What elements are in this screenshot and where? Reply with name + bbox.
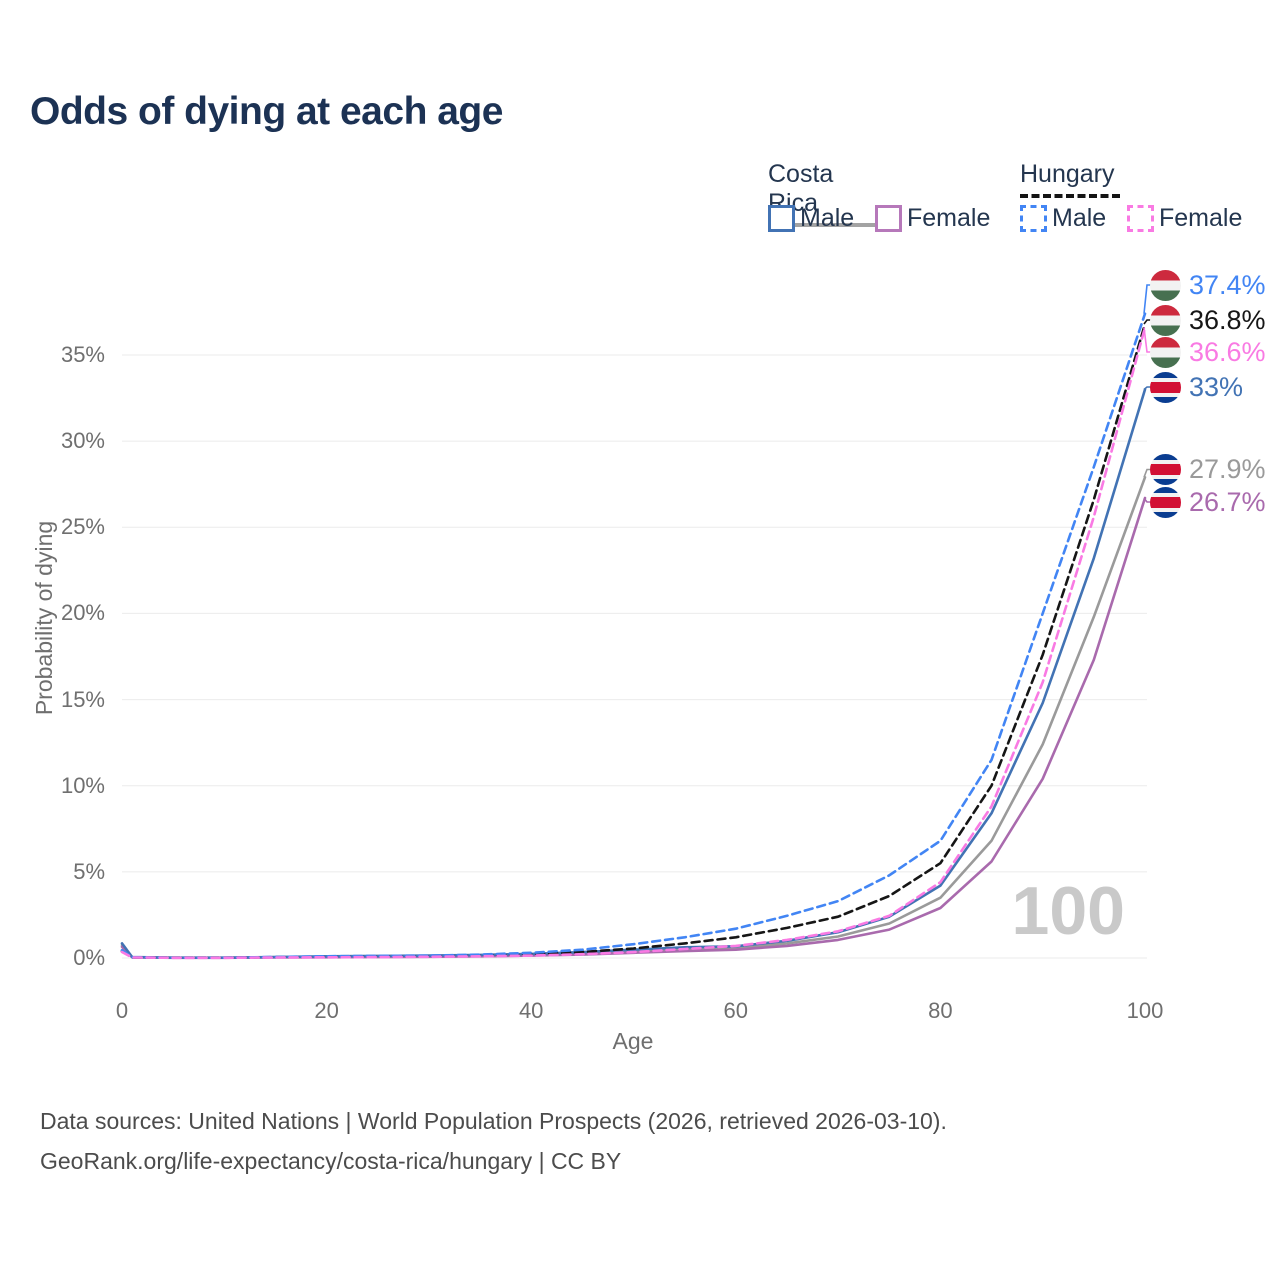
costa-rica-flag-icon: [1150, 486, 1181, 518]
attribution-text: GeoRank.org/life-expectancy/costa-rica/h…: [40, 1148, 622, 1174]
end-label-costa-rica-male: 33%: [1150, 371, 1243, 403]
x-tick-label: 80: [928, 998, 953, 1023]
end-label-value: 36.8%: [1189, 304, 1266, 335]
y-tick-label: 15%: [60, 686, 105, 712]
series-line-hungary-female: [120, 326, 1147, 960]
legend-item-hungary-male[interactable]: Male: [1020, 204, 1106, 233]
end-label-value: 33%: [1189, 371, 1244, 402]
legend-item-costa-rica-female[interactable]: Female: [875, 204, 990, 233]
x-tick-label: 0: [115, 998, 129, 1023]
hungary-flag-icon: [1150, 336, 1181, 368]
end-label-connector-costa-rica-both: [1143, 468, 1151, 478]
end-label-value: 26.7%: [1189, 486, 1266, 517]
hungary-flag-icon: [1150, 269, 1181, 301]
y-tick-label: 30%: [60, 428, 105, 454]
hungary-flag-icon: [1150, 304, 1181, 336]
legend-label-hungary-male: Male: [1052, 204, 1107, 232]
legend-group-costa-rica: Costa Rica: [768, 160, 890, 227]
end-label-hungary-female: 36.6%: [1150, 336, 1266, 368]
age-watermark: 100: [1011, 873, 1125, 949]
costa-rica-female-swatch-icon: [875, 205, 902, 232]
y-tick-label: 35%: [60, 342, 105, 367]
y-tick-label: 20%: [60, 600, 105, 626]
end-label-connector-costa-rica-male: [1143, 386, 1151, 391]
legend-item-costa-rica-male[interactable]: Male: [768, 204, 854, 233]
legend-item-hungary-female[interactable]: Female: [1127, 204, 1242, 233]
legend-label-hungary-female: Female: [1159, 204, 1243, 232]
end-label-value: 27.9%: [1189, 453, 1266, 484]
hungary-male-swatch-icon: [1020, 205, 1047, 232]
y-tick-label: 10%: [60, 772, 105, 798]
end-label-costa-rica-female: 26.7%: [1150, 486, 1266, 518]
hungary-female-swatch-icon: [1127, 205, 1154, 232]
x-axis-title: Age: [612, 1028, 654, 1054]
end-label-connector-hungary-male: [1143, 284, 1151, 314]
x-tick-label: 60: [723, 998, 749, 1023]
costa-rica-flag-icon: [1150, 453, 1181, 485]
x-tick-label: 20: [314, 998, 339, 1023]
legend-label-costa-rica-male: Male: [800, 204, 855, 232]
y-tick-label: 0%: [73, 945, 105, 970]
end-label-connector-hungary-female: [1143, 327, 1151, 353]
legend-label-costa-rica-female: Female: [907, 204, 991, 232]
data-sources-text: Data sources: United Nations | World Pop…: [40, 1108, 947, 1134]
end-label-hungary-both: 36.8%: [1150, 304, 1266, 336]
x-tick-label: 40: [518, 998, 544, 1023]
costa-rica-flag-icon: [1150, 371, 1181, 403]
y-tick-label: 5%: [73, 858, 105, 884]
end-label-value: 36.6%: [1189, 336, 1266, 367]
y-tick-label: 25%: [60, 514, 105, 540]
x-tick-label: 100: [1126, 998, 1164, 1023]
end-label-connector-costa-rica-female: [1143, 497, 1151, 503]
end-label-costa-rica-both: 27.9%: [1150, 453, 1266, 485]
page-title: Odds of dying at each age: [30, 90, 503, 133]
costa-rica-male-swatch-icon: [768, 205, 795, 232]
end-label-hungary-male: 37.4%: [1150, 269, 1266, 301]
end-label-value: 37.4%: [1189, 269, 1266, 300]
end-label-connector-hungary-both: [1143, 319, 1151, 325]
legend-group-hungary: Hungary: [1020, 160, 1120, 198]
